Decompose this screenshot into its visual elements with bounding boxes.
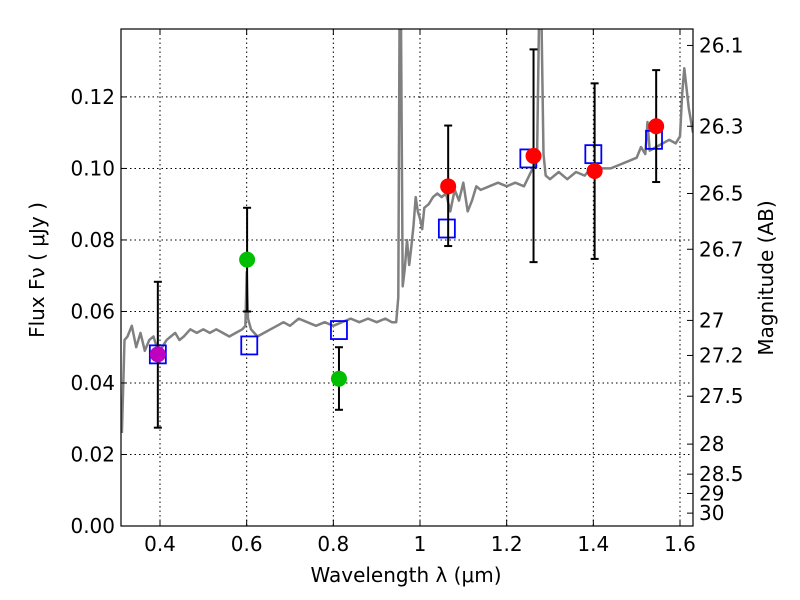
error-bars-group [153, 48, 661, 429]
right-tick-label: 26.3 [699, 114, 744, 138]
observed-point [525, 147, 542, 164]
y-tick-label: 0.08 [70, 228, 115, 252]
y-tick-label: 0.04 [70, 371, 115, 395]
observed-point [149, 346, 166, 363]
right-tick-label: 29 [699, 481, 724, 505]
right-tick-label: 28.5 [699, 462, 744, 486]
y-axis-label-left: Flux Fν ( μJy ) [25, 202, 49, 338]
y-tick-label: 0.00 [70, 514, 115, 538]
observed-points-group [149, 118, 665, 387]
x-tick-label: 0.4 [144, 532, 176, 556]
model-photometry-marker [240, 335, 259, 356]
model-photometry-marker [437, 218, 456, 239]
x-tick-label: 0.6 [231, 532, 263, 556]
observed-point [586, 162, 603, 179]
y-tick-label: 0.06 [70, 299, 115, 323]
observed-point [648, 118, 665, 135]
y-ticks: 0.00 0.02 0.04 0.06 0.08 0.10 0.12 [70, 85, 127, 538]
x-tick-label: 1.4 [577, 532, 609, 556]
x-tick-label: 1.2 [491, 532, 523, 556]
right-tick-label: 27 [699, 308, 724, 332]
right-tick-label: 27.5 [699, 384, 744, 408]
x-tick-label: 1 [414, 532, 427, 556]
right-tick-label: 26.5 [699, 181, 744, 205]
observed-point [330, 370, 347, 387]
x-tick-label: 0.8 [317, 532, 349, 556]
model-photometry-marker [330, 320, 348, 340]
y-tick-label: 0.10 [70, 156, 115, 180]
right-tick-label: 30 [699, 501, 724, 525]
y-axis-label-right: Magnitude (AB) [754, 200, 778, 355]
plot-background [121, 29, 693, 526]
right-tick-label: 27.2 [699, 343, 744, 367]
observed-point [440, 178, 457, 195]
x-tick-label: 1.6 [664, 532, 696, 556]
right-tick-label: 26.1 [699, 33, 744, 57]
y-tick-label: 0.02 [70, 442, 115, 466]
y-tick-label: 0.12 [70, 85, 115, 109]
x-axis-label: Wavelength λ (μm) [310, 563, 501, 587]
grid-lines [121, 29, 693, 527]
plot-frame [120, 28, 694, 527]
right-tick-label: 26.7 [699, 237, 744, 261]
observed-point [239, 251, 256, 268]
x-ticks: 0.4 0.6 0.8 1 1.2 1.4 1.6 [144, 29, 696, 556]
right-tick-label: 28 [699, 432, 724, 456]
